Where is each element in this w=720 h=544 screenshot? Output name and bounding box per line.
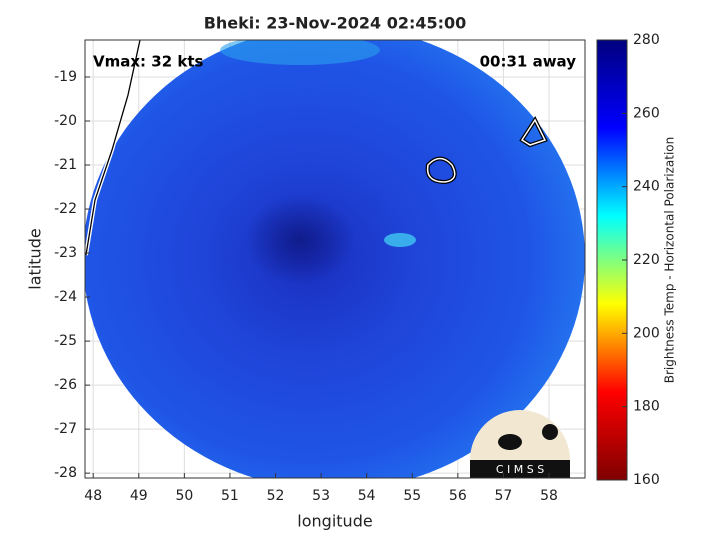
y-tick-label: -27 (54, 421, 77, 437)
y-tick-label: -25 (54, 333, 77, 349)
warm-spot (384, 233, 416, 247)
coastline (85, 40, 141, 256)
logo-tower (542, 424, 558, 440)
x-tick-label: 51 (221, 488, 239, 504)
x-tick-label: 52 (267, 488, 285, 504)
x-tick-label: 48 (84, 488, 102, 504)
annotation: Vmax: 32 kts (93, 53, 203, 71)
logo-bar (470, 460, 570, 478)
logo-dish (498, 434, 522, 450)
y-tick-label: -26 (54, 377, 77, 393)
x-tick-label: 54 (358, 488, 376, 504)
x-tick-label: 55 (403, 488, 421, 504)
x-axis-label: longitude (297, 512, 372, 531)
x-tick-label: 50 (175, 488, 193, 504)
chart-title: Bheki: 23-Nov-2024 02:45:00 (204, 14, 467, 33)
colorbar-tick-label: 240 (633, 179, 660, 195)
x-tick-label: 58 (540, 488, 558, 504)
plot-frame (84, 39, 586, 479)
y-axis-label: latitude (26, 228, 45, 289)
colorbar-tick-label: 160 (633, 472, 660, 488)
eye (245, 195, 355, 285)
x-tick-label: 57 (494, 488, 512, 504)
island (426, 157, 456, 183)
logo-text: C I M S S (496, 463, 544, 476)
y-tick-label: -24 (54, 289, 77, 305)
y-tick-label: -28 (54, 465, 77, 481)
colorbar-tick-label: 200 (633, 325, 660, 341)
colorbar-tick-label: 180 (633, 399, 660, 415)
y-tick-label: -23 (54, 245, 77, 261)
colorbar-tick-label: 280 (633, 32, 660, 48)
y-tick-label: -21 (54, 157, 77, 173)
island (520, 118, 547, 146)
y-tick-label: -19 (54, 69, 77, 85)
y-tick-label: -22 (54, 201, 77, 217)
colorbar-tick-label: 260 (633, 105, 660, 121)
x-tick-label: 49 (130, 488, 148, 504)
annotation: 00:31 away (480, 53, 577, 71)
colorbar-tick-label: 220 (633, 252, 660, 268)
colorbar-label: Brightness Temp - Horizontal Polarizatio… (663, 137, 677, 384)
x-tick-label: 53 (312, 488, 330, 504)
image: C I M S S (85, 40, 585, 478)
x-tick-label: 56 (449, 488, 467, 504)
y-tick-label: -20 (54, 113, 77, 129)
warm-band (220, 40, 380, 65)
